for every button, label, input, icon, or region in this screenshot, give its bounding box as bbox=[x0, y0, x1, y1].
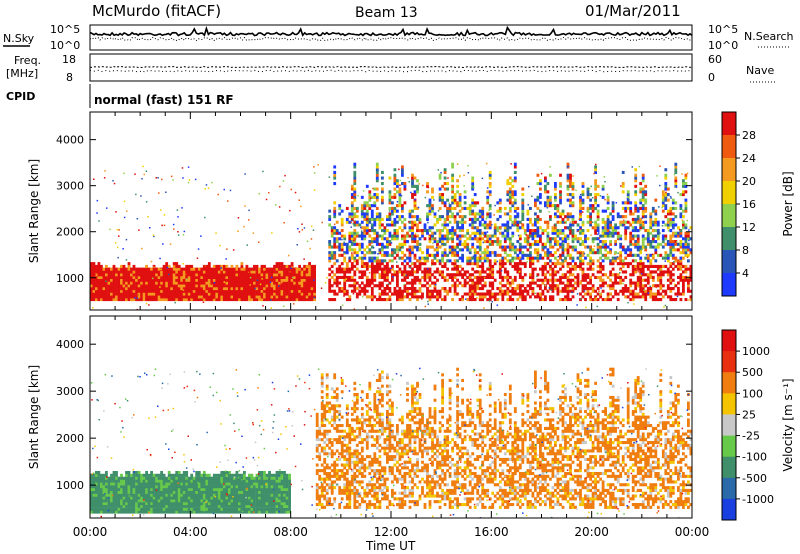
colorbar-label: Velocity [m s⁻¹] bbox=[781, 378, 795, 471]
freq-label: Freq. bbox=[14, 54, 41, 67]
nave-trace bbox=[89, 69, 693, 73]
freq-trace bbox=[89, 65, 693, 69]
x-axis-label: Time UT bbox=[365, 539, 416, 553]
y-tick-label: 4000 bbox=[56, 134, 84, 147]
colorbar-tick-label: -25 bbox=[742, 430, 760, 443]
colorbar-tick-label: 24 bbox=[742, 152, 756, 165]
time-axis: 00:00 04:00 08:00 12:00 16:00 20:00 00:00 bbox=[73, 525, 710, 539]
colorbar-tick-label: 16 bbox=[742, 198, 756, 211]
colorbar-tick-label: 28 bbox=[742, 129, 756, 142]
colorbar-tick-label: 500 bbox=[742, 366, 763, 379]
colorbar-tick-label: 100 bbox=[742, 387, 763, 400]
y-tick-label: 1000 bbox=[56, 272, 84, 285]
power-panel: 1000 2000 3000 4000 Slant Range [km] 4 8 12 16 20… bbox=[27, 111, 795, 311]
colorbar-tick-label: 12 bbox=[742, 221, 756, 234]
y-tick-label: 4000 bbox=[56, 338, 84, 351]
colorbar-swatch bbox=[722, 204, 736, 228]
freq-unit-label: [MHz] bbox=[6, 67, 38, 80]
cpid-text: normal (fast) 151 RF bbox=[94, 93, 234, 107]
date-label: 01/Mar/2011 bbox=[585, 2, 681, 20]
x-tick-label: 00:00 bbox=[675, 525, 710, 539]
colorbar-swatch bbox=[722, 414, 736, 436]
station-title: McMurdo (fitACF) bbox=[92, 2, 221, 20]
colorbar-swatch bbox=[722, 135, 736, 159]
velocity-panel: 1000 2000 3000 4000 Slant Range [km] 1000 500 1… bbox=[27, 315, 795, 521]
y-tick-label: 1000 bbox=[56, 479, 84, 492]
freq-tick-high: 18 bbox=[62, 53, 76, 66]
colorbar-tick-label: -500 bbox=[742, 472, 767, 485]
freq-panel bbox=[89, 53, 693, 82]
colorbar-swatch bbox=[722, 158, 736, 182]
x-tick-label: 08:00 bbox=[273, 525, 308, 539]
noise-tick-low-left: 10^0 bbox=[50, 39, 80, 52]
x-tick-label: 00:00 bbox=[73, 525, 108, 539]
noise-tick-high-left: 10^5 bbox=[50, 23, 80, 36]
colorbar-swatch bbox=[722, 273, 736, 297]
colorbar-tick-label: -1000 bbox=[742, 493, 774, 506]
colorbar-tick-label: 20 bbox=[742, 175, 756, 188]
colorbar-swatch bbox=[722, 435, 736, 458]
x-tick-label: 12:00 bbox=[374, 525, 409, 539]
colorbar-swatch bbox=[722, 227, 736, 251]
y-tick-label: 2000 bbox=[56, 226, 84, 239]
y-tick-label: 3000 bbox=[56, 180, 84, 193]
cpid-label: CPID bbox=[6, 90, 35, 103]
nsearch-trace bbox=[89, 36, 693, 42]
colorbar-swatch bbox=[722, 181, 736, 205]
colorbar-swatch bbox=[722, 351, 736, 373]
noise-tick-high-right: 10^5 bbox=[708, 23, 738, 36]
nave-label: Nave bbox=[746, 64, 774, 77]
colorbar-swatch bbox=[722, 498, 736, 521]
noise-tick-low-right: 10^0 bbox=[708, 39, 738, 52]
colorbar-swatch bbox=[722, 112, 736, 136]
colorbar-swatch bbox=[722, 250, 736, 274]
y-tick-label: 2000 bbox=[56, 432, 84, 445]
colorbar-label: Power [dB] bbox=[781, 171, 795, 236]
colorbar-swatch bbox=[722, 477, 736, 500]
x-tick-label: 16:00 bbox=[474, 525, 509, 539]
noise-panel bbox=[89, 24, 693, 51]
colorbar-tick-label: 8 bbox=[742, 244, 749, 257]
colorbar-swatch bbox=[722, 372, 736, 394]
x-tick-label: 20:00 bbox=[574, 525, 609, 539]
colorbar-tick-label: 1000 bbox=[742, 345, 770, 358]
nsky-label: N.Sky bbox=[3, 32, 35, 45]
colorbar-tick-label: -100 bbox=[742, 451, 767, 464]
nave-tick-low: 0 bbox=[708, 71, 715, 84]
beam-label: Beam 13 bbox=[355, 5, 418, 21]
nsky-trace bbox=[89, 25, 693, 37]
nsearch-label: N.Search bbox=[744, 30, 794, 43]
y-axis-label: Slant Range [km] bbox=[27, 365, 41, 469]
colorbar-swatch bbox=[722, 330, 736, 352]
freq-tick-low: 8 bbox=[66, 71, 73, 84]
colorbar-tick-label: 25 bbox=[742, 408, 756, 421]
y-axis-label: Slant Range [km] bbox=[27, 159, 41, 263]
x-tick-label: 04:00 bbox=[173, 525, 208, 539]
colorbar-swatch bbox=[722, 393, 736, 415]
nave-tick-high: 60 bbox=[708, 53, 722, 66]
colorbar-swatch bbox=[722, 456, 736, 479]
colorbar-tick-label: 4 bbox=[742, 267, 749, 280]
y-tick-label: 3000 bbox=[56, 385, 84, 398]
